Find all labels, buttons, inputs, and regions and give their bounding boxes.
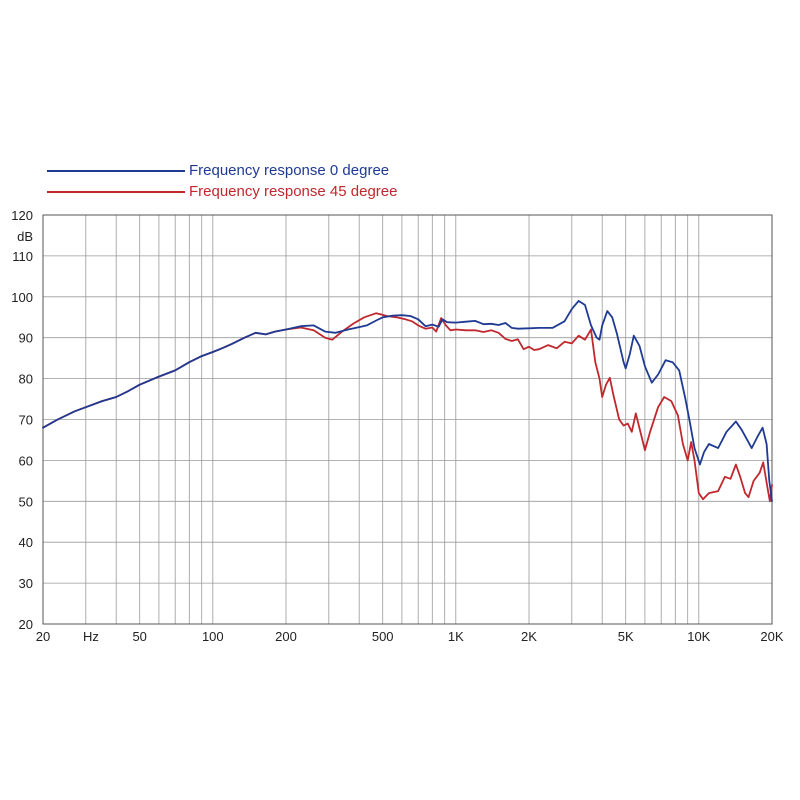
series-line-0-degree (42, 300, 773, 503)
series-layer (42, 300, 773, 503)
x-tick-label: 50 (132, 629, 146, 644)
y-tick-label: 100 (11, 290, 33, 305)
y-axis-unit-label: dB (17, 229, 33, 244)
y-tick-label: 110 (12, 249, 33, 264)
x-tick-label: 20K (760, 629, 783, 644)
legend: Frequency response 0 degree Frequency re… (47, 162, 397, 200)
y-tick-label: 30 (19, 576, 33, 591)
x-tick-label: 200 (275, 629, 297, 644)
y-tick-label: 80 (19, 372, 33, 387)
x-tick-label: 10K (687, 629, 710, 644)
x-axis-tick-labels: 20 50 100 200 500 1K 2K 5K 10K 20K (36, 629, 784, 644)
x-tick-label: 500 (372, 629, 394, 644)
y-tick-label: 90 (19, 331, 33, 346)
y-tick-label: 40 (19, 535, 33, 550)
y-axis-tick-labels: 20 30 40 50 60 70 80 90 100 110 120 (11, 208, 33, 632)
x-axis-unit-label: Hz (83, 629, 99, 644)
x-tick-label: 20 (36, 629, 50, 644)
x-tick-label: 1K (448, 629, 464, 644)
y-tick-label: 50 (19, 494, 33, 509)
plot-frame (42, 214, 773, 625)
y-tick-label: 60 (19, 453, 33, 468)
legend-label-45-degree: Frequency response 45 degree (189, 183, 397, 200)
y-tick-label: 20 (19, 617, 33, 632)
x-tick-label: 2K (521, 629, 537, 644)
x-tick-label: 100 (202, 629, 224, 644)
y-tick-label: 70 (19, 413, 33, 428)
legend-label-0-degree: Frequency response 0 degree (189, 162, 389, 179)
y-tick-label: 120 (11, 208, 33, 223)
x-tick-label: 5K (618, 629, 634, 644)
